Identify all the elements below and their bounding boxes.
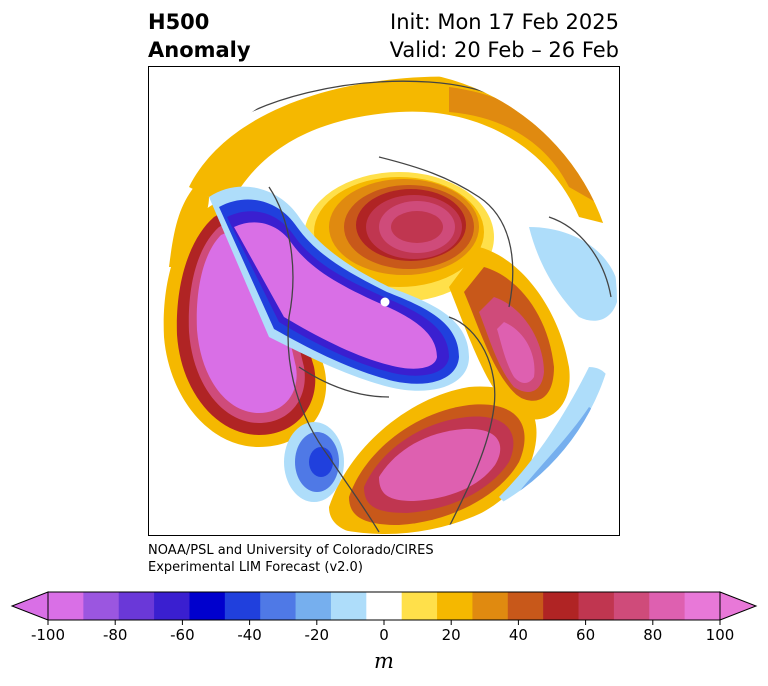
colorbar-tick-label: 80 [643,626,663,644]
colorbar-tick-label: -40 [237,626,262,644]
map-panel [148,66,620,536]
anomaly-negative-atlantic [499,227,617,507]
colorbar-segment [83,592,120,620]
anomaly-map [153,70,617,534]
colorbar-segment [543,592,580,620]
colorbar-segment [401,592,438,620]
colorbar-tick-label: -100 [30,626,66,644]
colorbar-segment [224,592,261,620]
north-pole-marker [380,297,390,307]
forecast-dates: Init: Mon 17 Feb 2025 Valid: 20 Feb – 26… [390,8,619,64]
colorbar-extend-min [10,591,49,621]
title-line-2: Anomaly [148,38,251,62]
credit-line-2: Experimental LIM Forecast (v2.0) [148,560,363,575]
colorbar-segment [684,592,721,620]
colorbar-units: m [374,649,394,673]
colorbar-segment [48,592,84,620]
init-date: Init: Mon 17 Feb 2025 [390,10,619,34]
colorbar-segment [154,592,190,620]
anomaly-negative-southwest [284,422,344,502]
colorbar-segment [295,592,332,620]
colorbar-segment [330,592,367,620]
colorbar-segment [437,592,473,620]
colorbar-segment [613,592,650,620]
chart-title: H500 Anomaly [148,8,251,64]
anomaly-negative-canada [209,186,469,391]
anomaly-positive-europe [449,247,570,420]
colorbar-segment [118,592,155,620]
anomaly-positive-eastern-us [329,386,537,534]
colorbar-segment [578,592,615,620]
colorbar-tick-label: 0 [379,626,389,644]
colorbar-segment [260,592,297,620]
colorbar-tick-label: -80 [102,626,128,644]
colorbar [10,591,758,625]
credit-line-1: NOAA/PSL and University of Colorado/CIRE… [148,543,434,558]
colorbar-segment [472,592,509,620]
colorbar-tick-label: -60 [170,626,195,644]
anomaly-positive-greenland [304,172,494,302]
colorbar-tick-label: 40 [508,626,528,644]
valid-range: Valid: 20 Feb – 26 Feb [389,38,619,62]
colorbar-tick-label: 60 [576,626,596,644]
colorbar-tick-label: 100 [705,626,735,644]
colorbar-tick-label: -20 [304,626,330,644]
title-line-1: H500 [148,10,210,34]
colorbar-segment [189,592,226,620]
colorbar-extend-max [719,591,758,621]
colorbar-segment [649,592,686,620]
colorbar-segment [366,592,403,620]
colorbar-segment [507,592,544,620]
colorbar-tick-labels: -100 -80 -60 -40 -20 0 20 40 60 80 100 [0,626,768,646]
colorbar-tick-label: 20 [441,626,461,644]
credit-text: NOAA/PSL and University of Colorado/CIRE… [148,542,434,576]
